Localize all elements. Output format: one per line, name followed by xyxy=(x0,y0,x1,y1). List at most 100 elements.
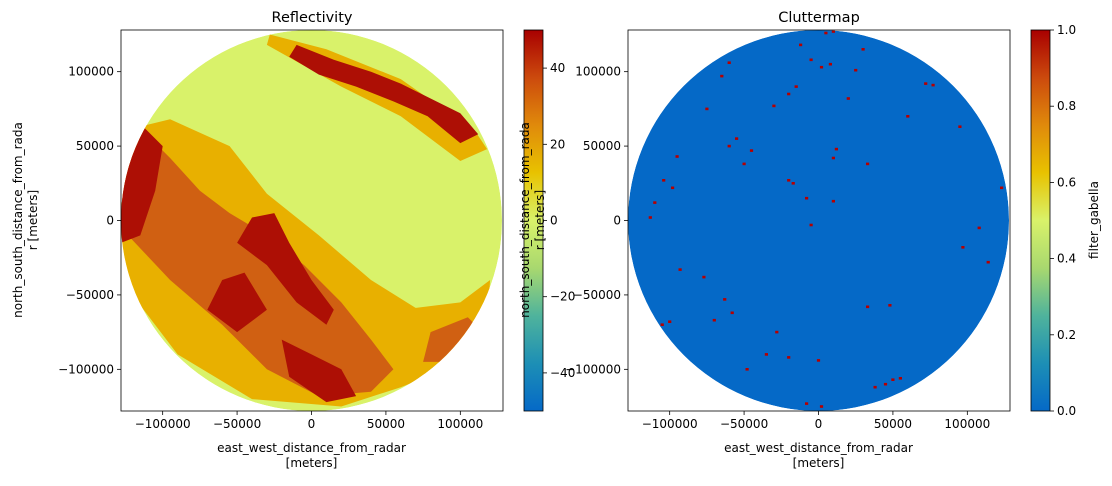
echo-region-strong xyxy=(423,317,483,362)
clutter-point xyxy=(712,318,716,322)
echo-region-intense xyxy=(281,339,357,403)
clutter-point xyxy=(906,115,910,118)
x-tick-label: 50000 xyxy=(874,417,912,431)
clutter-point xyxy=(675,155,679,158)
x-tick-label: 100000 xyxy=(437,417,483,431)
y-tick-label: 50000 xyxy=(76,139,114,153)
radar-disc xyxy=(628,30,1009,411)
clutter-point xyxy=(861,48,865,51)
clutter-point xyxy=(986,260,990,264)
clutter-point xyxy=(854,68,858,72)
x-tick-label: 100000 xyxy=(944,417,990,431)
clutter-point xyxy=(831,30,835,33)
y-tick-label: −100000 xyxy=(565,362,621,376)
colorbar-ticks: 40 20 0 −20 −40 xyxy=(543,61,575,380)
colorbar-tick-label: 0.8 xyxy=(1057,99,1076,113)
clutter-point xyxy=(678,268,682,271)
x-tick-label: −50000 xyxy=(213,417,261,431)
clutter-point xyxy=(791,182,795,185)
clutter-point xyxy=(824,31,828,35)
clutter-point xyxy=(958,125,962,128)
reflectivity-field xyxy=(121,30,502,411)
clutter-point xyxy=(799,43,803,47)
clutter-point xyxy=(648,216,652,219)
clutter-point xyxy=(888,304,892,307)
clutter-point xyxy=(819,65,824,69)
clutter-point xyxy=(775,330,779,334)
clutter-point xyxy=(873,385,877,389)
y-tick-label: −100000 xyxy=(58,362,114,376)
clutter-point xyxy=(727,61,731,64)
clutter-point xyxy=(787,92,791,96)
label-line: north_south_distance_from_rada xyxy=(11,122,25,318)
y-tick-label: 0 xyxy=(106,214,114,228)
colorbar-tick-label: 0.6 xyxy=(1057,175,1076,189)
clutter-point xyxy=(809,223,813,227)
clutter-point xyxy=(787,356,791,359)
cluttermap-panel: Cluttermap −100000 −50000 0 50000 100000 100… xyxy=(518,10,1101,470)
clutter-point xyxy=(705,107,709,111)
clutter-point xyxy=(662,179,666,182)
colorbar xyxy=(1030,29,1051,412)
clutter-point xyxy=(749,149,754,152)
label-line: east_west_distance_from_radar xyxy=(724,441,913,455)
clutter-point xyxy=(772,104,776,108)
label-line: east_west_distance_from_radar xyxy=(217,441,406,455)
clutter-point xyxy=(961,246,965,249)
colorbar-tick-label: −20 xyxy=(550,290,575,304)
clutter-point xyxy=(866,305,870,309)
echo-region-intense xyxy=(207,272,267,333)
x-tick-label: −100000 xyxy=(642,417,698,431)
x-axis-ticks: −100000 −50000 0 50000 100000 xyxy=(642,411,990,431)
clutter-point xyxy=(671,186,675,190)
clutter-point xyxy=(977,226,981,230)
clutter-point xyxy=(745,368,749,371)
clutter-point xyxy=(805,402,809,405)
x-tick-label: 0 xyxy=(308,417,316,431)
clutter-point xyxy=(828,62,832,66)
clutter-point xyxy=(668,320,672,323)
echo-region-intense xyxy=(237,213,334,325)
label-line: r [meters] xyxy=(26,190,40,250)
clutter-point xyxy=(846,97,850,100)
clutter-point xyxy=(831,199,835,203)
label-line: [meters] xyxy=(286,456,338,470)
colorbar-tick-label: 40 xyxy=(550,61,565,75)
x-tick-label: −100000 xyxy=(135,417,191,431)
clutter-point xyxy=(898,377,902,380)
y-axis-ticks: 100000 50000 0 −50000 −100000 xyxy=(565,65,628,376)
clutter-point xyxy=(866,162,870,166)
colorbar-tick-label: 0.0 xyxy=(1057,404,1076,418)
label-line: r [meters] xyxy=(533,190,547,250)
y-tick-label: 100000 xyxy=(68,65,114,79)
colorbar-tick-label: 20 xyxy=(550,137,565,151)
chart-title: Reflectivity xyxy=(272,10,353,26)
y-tick-label: 50000 xyxy=(583,139,621,153)
clutter-point xyxy=(831,156,835,160)
clutter-point xyxy=(809,58,813,62)
clutter-point xyxy=(730,311,734,315)
echo-region-intense xyxy=(289,44,479,144)
colorbar-tick-label: −40 xyxy=(550,366,575,380)
clutter-point xyxy=(834,147,838,151)
y-axis-label: north_south_distance_from_radar [meters] xyxy=(518,122,547,318)
y-tick-label: −50000 xyxy=(573,288,621,302)
colorbar-label: filter_gabella xyxy=(1087,181,1101,259)
clutter-point xyxy=(735,137,739,140)
y-tick-label: 0 xyxy=(613,214,621,228)
clutter-point xyxy=(787,179,791,182)
cluttermap-field xyxy=(628,30,1009,411)
y-tick-label: −50000 xyxy=(66,288,114,302)
x-tick-label: −50000 xyxy=(720,417,768,431)
x-axis-ticks: −100000 −50000 0 50000 100000 xyxy=(135,411,483,431)
clutter-point xyxy=(931,83,935,87)
colorbar-tick-label: 0 xyxy=(550,214,558,228)
clutter-point xyxy=(794,85,798,88)
clutter-point xyxy=(660,323,664,326)
x-tick-label: 50000 xyxy=(367,417,405,431)
echo-region-strong xyxy=(121,138,394,397)
clutter-point xyxy=(816,359,821,362)
x-axis-label: east_west_distance_from_radar [meters] xyxy=(724,441,913,470)
